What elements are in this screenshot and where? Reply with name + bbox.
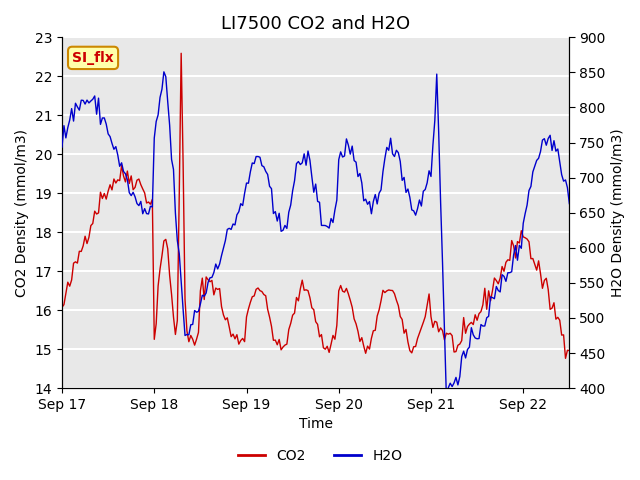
Title: LI7500 CO2 and H2O: LI7500 CO2 and H2O — [221, 15, 410, 33]
Legend: CO2, H2O: CO2, H2O — [232, 443, 408, 468]
Text: SI_flx: SI_flx — [72, 51, 114, 65]
Y-axis label: CO2 Density (mmol/m3): CO2 Density (mmol/m3) — [15, 129, 29, 297]
X-axis label: Time: Time — [299, 418, 333, 432]
Y-axis label: H2O Density (mmol/m3): H2O Density (mmol/m3) — [611, 129, 625, 297]
